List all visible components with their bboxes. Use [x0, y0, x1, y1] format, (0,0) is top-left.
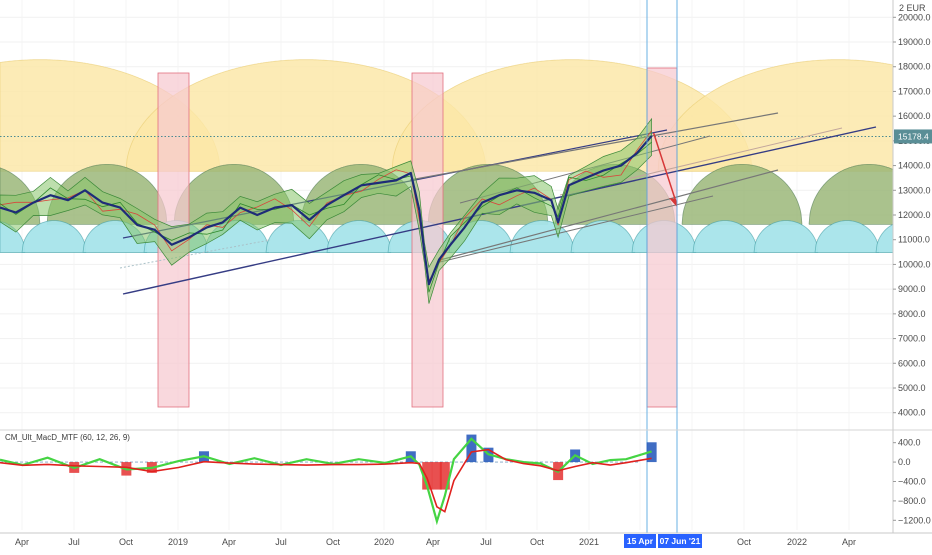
time-axis-tick-label: Apr [222, 537, 236, 547]
currency-label: 2 EUR [899, 3, 926, 13]
time-axis-tick-label: Apr [426, 537, 440, 547]
date-badge-start [624, 534, 656, 548]
cyan-cycle-arc [814, 220, 880, 253]
trend-channel-line [409, 112, 779, 181]
time-axis-tick-label: Oct [530, 537, 545, 547]
price-axis-tick-label: 20000.0 [898, 12, 931, 22]
projection-arrow-line [652, 132, 678, 206]
price-layer [0, 0, 678, 533]
price-axis-tick-label: 10000.0 [898, 259, 931, 269]
dashed-trend-line [119, 239, 271, 269]
cyan-cycle-arc [753, 220, 819, 253]
time-axis-tick-label: Jul [68, 537, 80, 547]
macd-histogram-bar [422, 462, 433, 490]
price-axis-tick-label: 18000.0 [898, 62, 931, 72]
macd-histogram-bar [466, 434, 477, 463]
price-axis-tick-label: 7000.0 [898, 334, 926, 344]
cyan-cycle-arc [692, 220, 758, 253]
price-axis-tick-label: 9000.0 [898, 284, 926, 294]
time-axis-tick-label: Oct [119, 537, 134, 547]
indicator-axis-tick-label: −1200.0 [898, 515, 931, 525]
time-axis-tick-label: Apr [842, 537, 856, 547]
indicator-axis-tick-label: −400.0 [898, 476, 926, 486]
time-axis-tick-label: 2022 [787, 537, 807, 547]
macd-signal-line [0, 448, 652, 513]
last-price-badge [894, 129, 932, 144]
time-axis-tick-label: Jul [275, 537, 287, 547]
cyan-cycle-arc [21, 220, 87, 253]
trend-channel-line [439, 169, 779, 261]
time-axis-tick-label: 2019 [168, 537, 188, 547]
indicator-axis-tick-label: 0.0 [898, 457, 911, 467]
price-axis-tick-label: 17000.0 [898, 86, 931, 96]
trend-channel-line [439, 195, 714, 263]
price-envelope-band [0, 117, 652, 304]
indicator-layer: CM_Ult_MacD_MTF (60, 12, 26, 9) [0, 429, 932, 526]
price-axis-tick-label: 11000.0 [898, 235, 930, 245]
green-cycle-arc [681, 164, 803, 225]
time-axis-tick-label: Apr [15, 537, 29, 547]
price-axis-tick-label: 8000.0 [898, 309, 926, 319]
price-axis-tick-label: 13000.0 [898, 185, 931, 195]
projection-arrow-head [669, 198, 677, 207]
price-axis-tick-label: 12000.0 [898, 210, 931, 220]
cycle-time-band [411, 72, 444, 408]
last-price-value: 15178.4 [898, 131, 929, 141]
price-axis-tick-label: 6000.0 [898, 358, 926, 368]
price-axis-tick-label: 5000.0 [898, 383, 926, 393]
green-cycle-arc [808, 164, 894, 225]
price-line [0, 135, 653, 286]
time-axis-tick-label: Oct [737, 537, 752, 547]
indicator-axis-tick-label: 400.0 [898, 438, 921, 448]
time-axis-tick-label: 2021 [579, 537, 599, 547]
time-axis-tick-label: Jul [480, 537, 492, 547]
cycle-arcs-layer [0, 59, 894, 253]
indicator-axis-tick-label: −800.0 [898, 496, 926, 506]
time-axis-tick-label: 2020 [374, 537, 394, 547]
date-badge-end [658, 534, 702, 548]
cyan-cycle-arc [570, 220, 636, 253]
yellow-cycle-arc [657, 59, 894, 172]
price-axis-tick-label: 16000.0 [898, 111, 931, 121]
price-axis-tick-label: 19000.0 [898, 37, 931, 47]
macd-histogram-bar [439, 462, 450, 490]
cycle-time-band [646, 67, 678, 408]
macd-histogram-bar [431, 462, 442, 490]
price-axis-tick-label: 14000.0 [898, 161, 931, 171]
date-badge-start-label: 15 Apr [627, 536, 654, 546]
time-axis-tick-label: Oct [326, 537, 341, 547]
indicator-title: CM_Ult_MacD_MTF (60, 12, 26, 9) [5, 433, 130, 442]
price-axis-tick-label: 4000.0 [898, 408, 926, 418]
date-badge-end-label: 07 Jun '21 [660, 536, 701, 546]
